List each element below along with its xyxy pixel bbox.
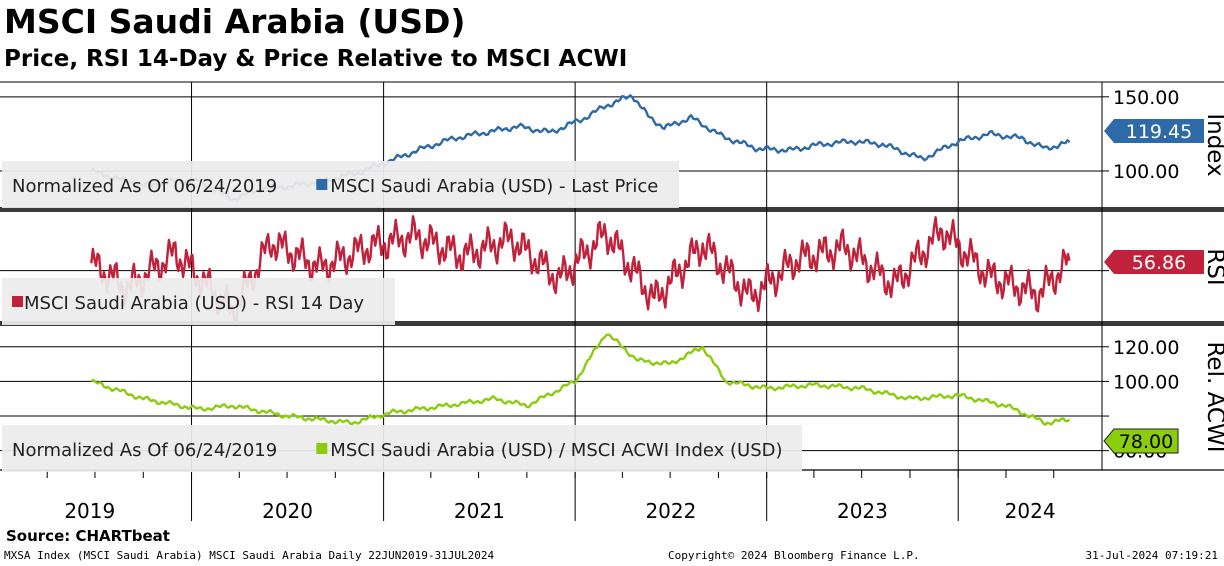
x-tick-label: 2023 (837, 499, 888, 523)
y-tick-label: 120.00 (1113, 337, 1179, 359)
last-value-tag-rsi (1104, 250, 1204, 274)
last-value-label-relative: 78.00 (1119, 431, 1173, 453)
legend-swatch-price (316, 179, 328, 190)
y-tick-label: 100.00 (1113, 371, 1179, 393)
legend-box-price (2, 161, 679, 208)
panel-separator (0, 207, 1224, 212)
last-value-label-rsi: 56.86 (1132, 252, 1186, 274)
legend-swatch-relative (316, 443, 328, 454)
legend-label-rsi: MSCI Saudi Arabia (USD) - RSI 14 Day (24, 293, 364, 314)
x-tick-label: 2022 (645, 499, 696, 523)
legend-box-relative (2, 425, 802, 472)
last-value-label-price: 119.45 (1126, 121, 1192, 143)
panel-separator (0, 321, 1224, 326)
x-tick-label: 2019 (64, 499, 115, 523)
legend-label-relative: Normalized As Of 06/24/2019 (12, 440, 277, 461)
chart-title: MSCI Saudi Arabia (USD) (4, 2, 466, 41)
legend-box-rsi (2, 278, 395, 325)
y-tick-label: 100.00 (1113, 161, 1179, 183)
series-line-relative (90, 333, 1071, 426)
footer-timestamp: 31-Jul-2024 07:19:21 (1085, 549, 1218, 562)
axis-label-rsi: RSI (1202, 248, 1224, 285)
y-tick-label: 150.00 (1113, 87, 1179, 109)
chart-subtitle: Price, RSI 14-Day & Price Relative to MS… (4, 46, 628, 72)
x-tick-label: 2020 (262, 499, 313, 523)
footer-copyright: Copyright© 2024 Bloomberg Finance L.P. (668, 549, 920, 562)
last-value-tag-price (1104, 119, 1204, 143)
footer-security: MXSA Index (MSCI Saudi Arabia) MSCI Saud… (4, 549, 495, 562)
x-tick-label: 2021 (454, 499, 505, 523)
last-value-tag-relative (1103, 428, 1179, 454)
legend-label-price: Normalized As Of 06/24/2019 (12, 176, 277, 197)
source-note: Source: CHARTbeat (6, 527, 170, 545)
legend-swatch-rsi (12, 296, 23, 307)
x-tick-label: 2024 (1005, 499, 1056, 523)
legend-label-relative: MSCI Saudi Arabia (USD) / MSCI ACWI Inde… (330, 440, 782, 461)
axis-label-price: Index (1202, 113, 1224, 176)
axis-label-relative: Rel. ACWI (1202, 341, 1224, 452)
legend-label-price: MSCI Saudi Arabia (USD) - Last Price (330, 176, 658, 197)
